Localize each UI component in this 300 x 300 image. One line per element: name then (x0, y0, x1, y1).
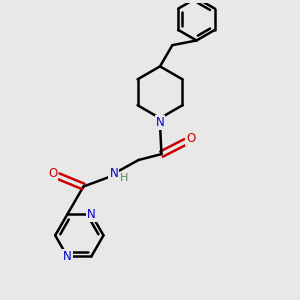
Text: N: N (156, 116, 164, 129)
Text: N: N (87, 208, 96, 221)
Text: H: H (120, 173, 128, 183)
Text: N: N (63, 250, 72, 263)
Text: O: O (186, 132, 196, 145)
Text: N: N (110, 167, 118, 180)
Text: O: O (48, 167, 57, 180)
